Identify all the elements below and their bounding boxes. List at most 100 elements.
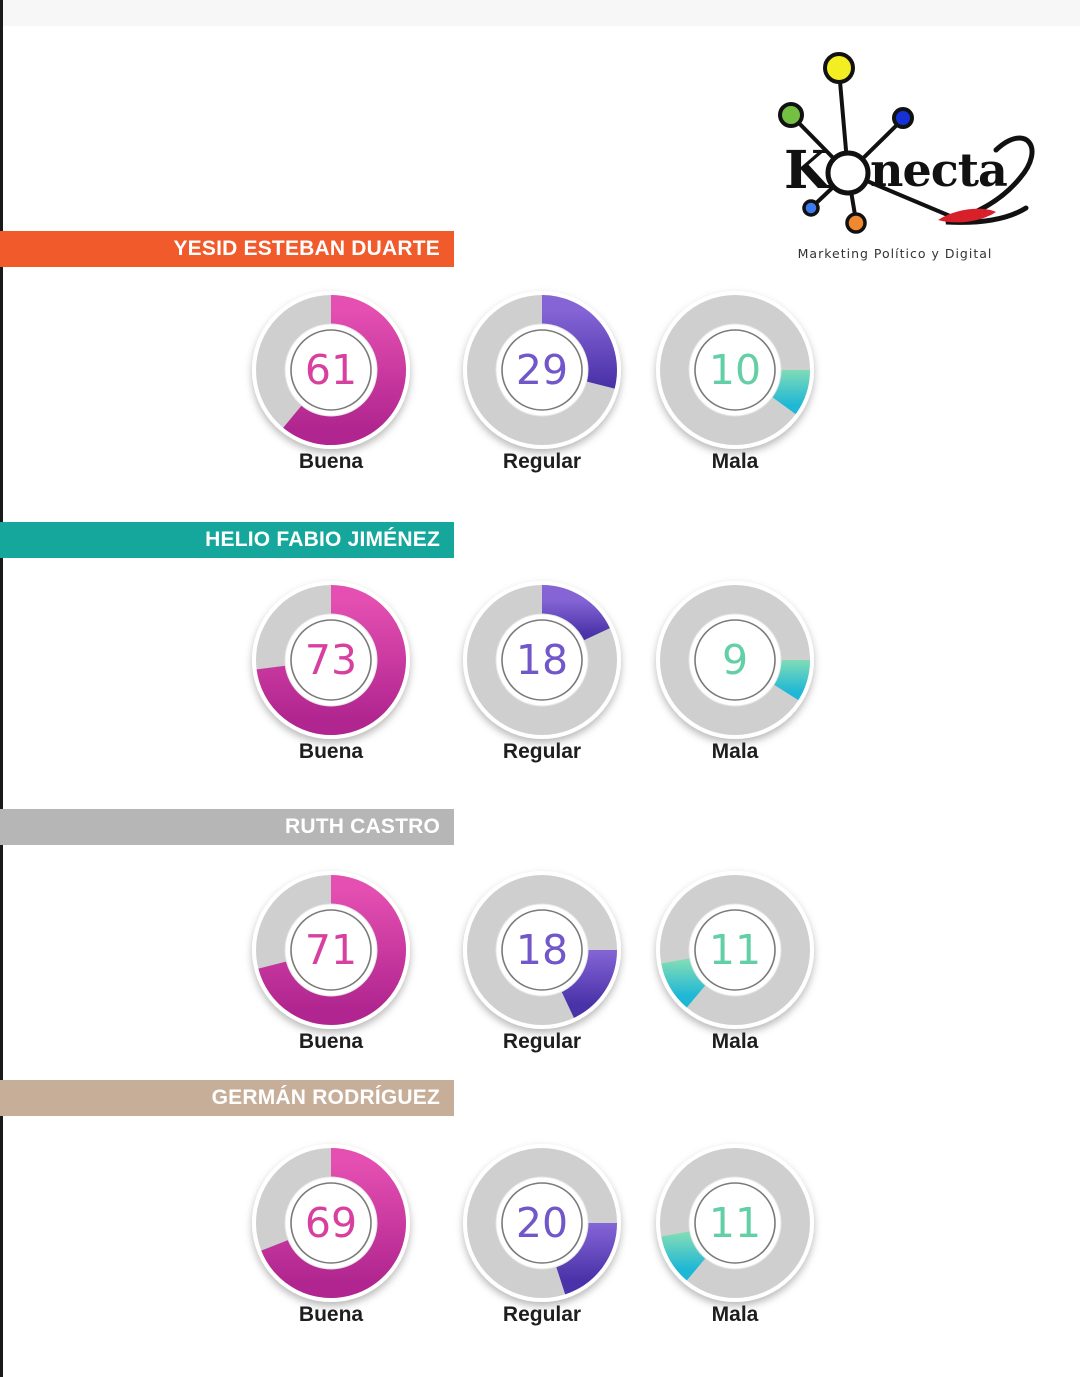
gauge-value-label: 9 — [721, 636, 749, 684]
gauge-inner-disc — [688, 1176, 782, 1270]
donut-chart — [656, 871, 814, 1029]
gauge-inner-ring — [290, 1182, 372, 1264]
gauge-value-arc — [555, 1222, 617, 1295]
gauge-inner-ring — [694, 329, 776, 411]
candidate-header-bar: HELIO FABIO JIMÉNEZ — [0, 522, 454, 558]
gauge-value-label: 61 — [304, 346, 358, 394]
gauge-inner-disc — [495, 323, 589, 417]
logo-graphic: K necta — [778, 52, 1035, 234]
gauge-regular: 18 Regular — [462, 870, 622, 1070]
gauge-mala: 10 Mala — [655, 290, 815, 490]
gauge-mala: 11 Mala — [655, 1143, 815, 1343]
candidate-name: GERMÁN RODRÍGUEZ — [211, 1086, 440, 1109]
candidate-name: HELIO FABIO JIMÉNEZ — [205, 528, 440, 551]
gauge-inner-ring — [501, 329, 583, 411]
donut-chart — [252, 871, 410, 1029]
donut-chart — [656, 1144, 814, 1302]
gauge-inner-ring — [694, 619, 776, 701]
gauge-inner-disc — [284, 613, 378, 707]
gauge-value-arc — [772, 659, 810, 701]
gauge-category-label: Buena — [298, 740, 364, 763]
gauge-value-arc — [770, 369, 810, 415]
gauge-value-arc — [661, 1230, 707, 1281]
gauge-value-label: 73 — [304, 636, 358, 684]
gauge-value-label: 69 — [304, 1199, 358, 1247]
donut-chart — [656, 291, 814, 449]
gauge-inner-disc — [688, 323, 782, 417]
donut-chart — [463, 581, 621, 739]
gauge-value-label: 29 — [515, 346, 569, 394]
gauge-inner-ring — [290, 329, 372, 411]
gauge-category-label: Mala — [711, 450, 759, 473]
gauge-category-label: Mala — [711, 1303, 759, 1326]
gauge-inner-disc — [284, 903, 378, 997]
gauge-inner-disc — [284, 1176, 378, 1270]
gauge-buena: 69 Buena — [251, 1143, 411, 1343]
gauge-inner-disc — [688, 903, 782, 997]
left-border — [0, 0, 3, 1377]
gauge-regular: 29 Regular — [462, 290, 622, 490]
donut-chart — [463, 291, 621, 449]
donut-chart — [463, 1144, 621, 1302]
gauge-category-label: Regular — [502, 450, 582, 473]
candidate-name: YESID ESTEBAN DUARTE — [173, 237, 440, 260]
gauge-buena: 73 Buena — [251, 580, 411, 780]
gauge-value-arc — [560, 949, 617, 1018]
gauge-buena: 61 Buena — [251, 290, 411, 490]
gauge-inner-ring — [694, 909, 776, 991]
gauge-value-arc — [258, 875, 406, 1025]
gauge-track — [660, 1148, 810, 1298]
gauge-value-label: 18 — [515, 926, 569, 974]
donut-chart — [463, 871, 621, 1029]
gauge-value-label: 10 — [708, 346, 762, 394]
donut-chart — [252, 291, 410, 449]
gauge-category-label: Mala — [711, 740, 759, 763]
donut-chart — [252, 1144, 410, 1302]
candidate-header-bar: GERMÁN RODRÍGUEZ — [0, 1080, 454, 1116]
gauge-value-arc — [256, 585, 406, 735]
konecta-logo: K necta Marketing Político y Digital — [770, 40, 1050, 270]
gauge-inner-disc — [688, 613, 782, 707]
candidate-header-bar: RUTH CASTRO — [0, 809, 454, 845]
gauge-inner-ring — [501, 619, 583, 701]
gauge-value-label: 18 — [515, 636, 569, 684]
gauge-category-label: Buena — [298, 450, 364, 473]
gauge-inner-disc — [284, 323, 378, 417]
gauge-inner-ring — [501, 1182, 583, 1264]
gauge-buena: 71 Buena — [251, 870, 411, 1070]
gauge-value-arc — [541, 295, 617, 389]
donut-chart — [252, 581, 410, 739]
gauge-value-label: 20 — [515, 1199, 569, 1247]
svg-text:necta: necta — [870, 143, 1007, 197]
gauge-value-label: 11 — [708, 926, 762, 974]
gauge-category-label: Buena — [298, 1030, 364, 1053]
gauge-value-arc — [541, 585, 610, 642]
gauge-value-arc — [261, 1148, 406, 1298]
gauge-inner-disc — [495, 903, 589, 997]
gauge-category-label: Regular — [502, 1030, 582, 1053]
gauge-inner-ring — [290, 619, 372, 701]
svg-text:K: K — [784, 140, 831, 201]
gauge-inner-ring — [501, 909, 583, 991]
donut-chart — [656, 581, 814, 739]
gauge-track — [660, 875, 810, 1025]
gauge-regular: 20 Regular — [462, 1143, 622, 1343]
gauge-inner-disc — [495, 613, 589, 707]
logo-tagline: Marketing Político y Digital — [797, 246, 993, 261]
top-strip — [0, 0, 1080, 26]
gauge-inner-ring — [290, 909, 372, 991]
gauge-category-label: Buena — [298, 1303, 364, 1326]
gauge-regular: 18 Regular — [462, 580, 622, 780]
gauge-inner-disc — [495, 1176, 589, 1270]
gauge-value-label: 11 — [708, 1199, 762, 1247]
gauge-mala: 9 Mala — [655, 580, 815, 780]
gauge-inner-ring — [694, 1182, 776, 1264]
gauge-value-label: 71 — [304, 926, 358, 974]
candidate-header-bar: YESID ESTEBAN DUARTE — [0, 231, 454, 267]
gauge-value-arc — [283, 295, 406, 445]
gauge-mala: 11 Mala — [655, 870, 815, 1070]
gauge-category-label: Regular — [502, 1303, 582, 1326]
gauge-category-label: Mala — [711, 1030, 759, 1053]
candidate-name: RUTH CASTRO — [284, 815, 440, 838]
gauge-value-arc — [661, 957, 707, 1008]
